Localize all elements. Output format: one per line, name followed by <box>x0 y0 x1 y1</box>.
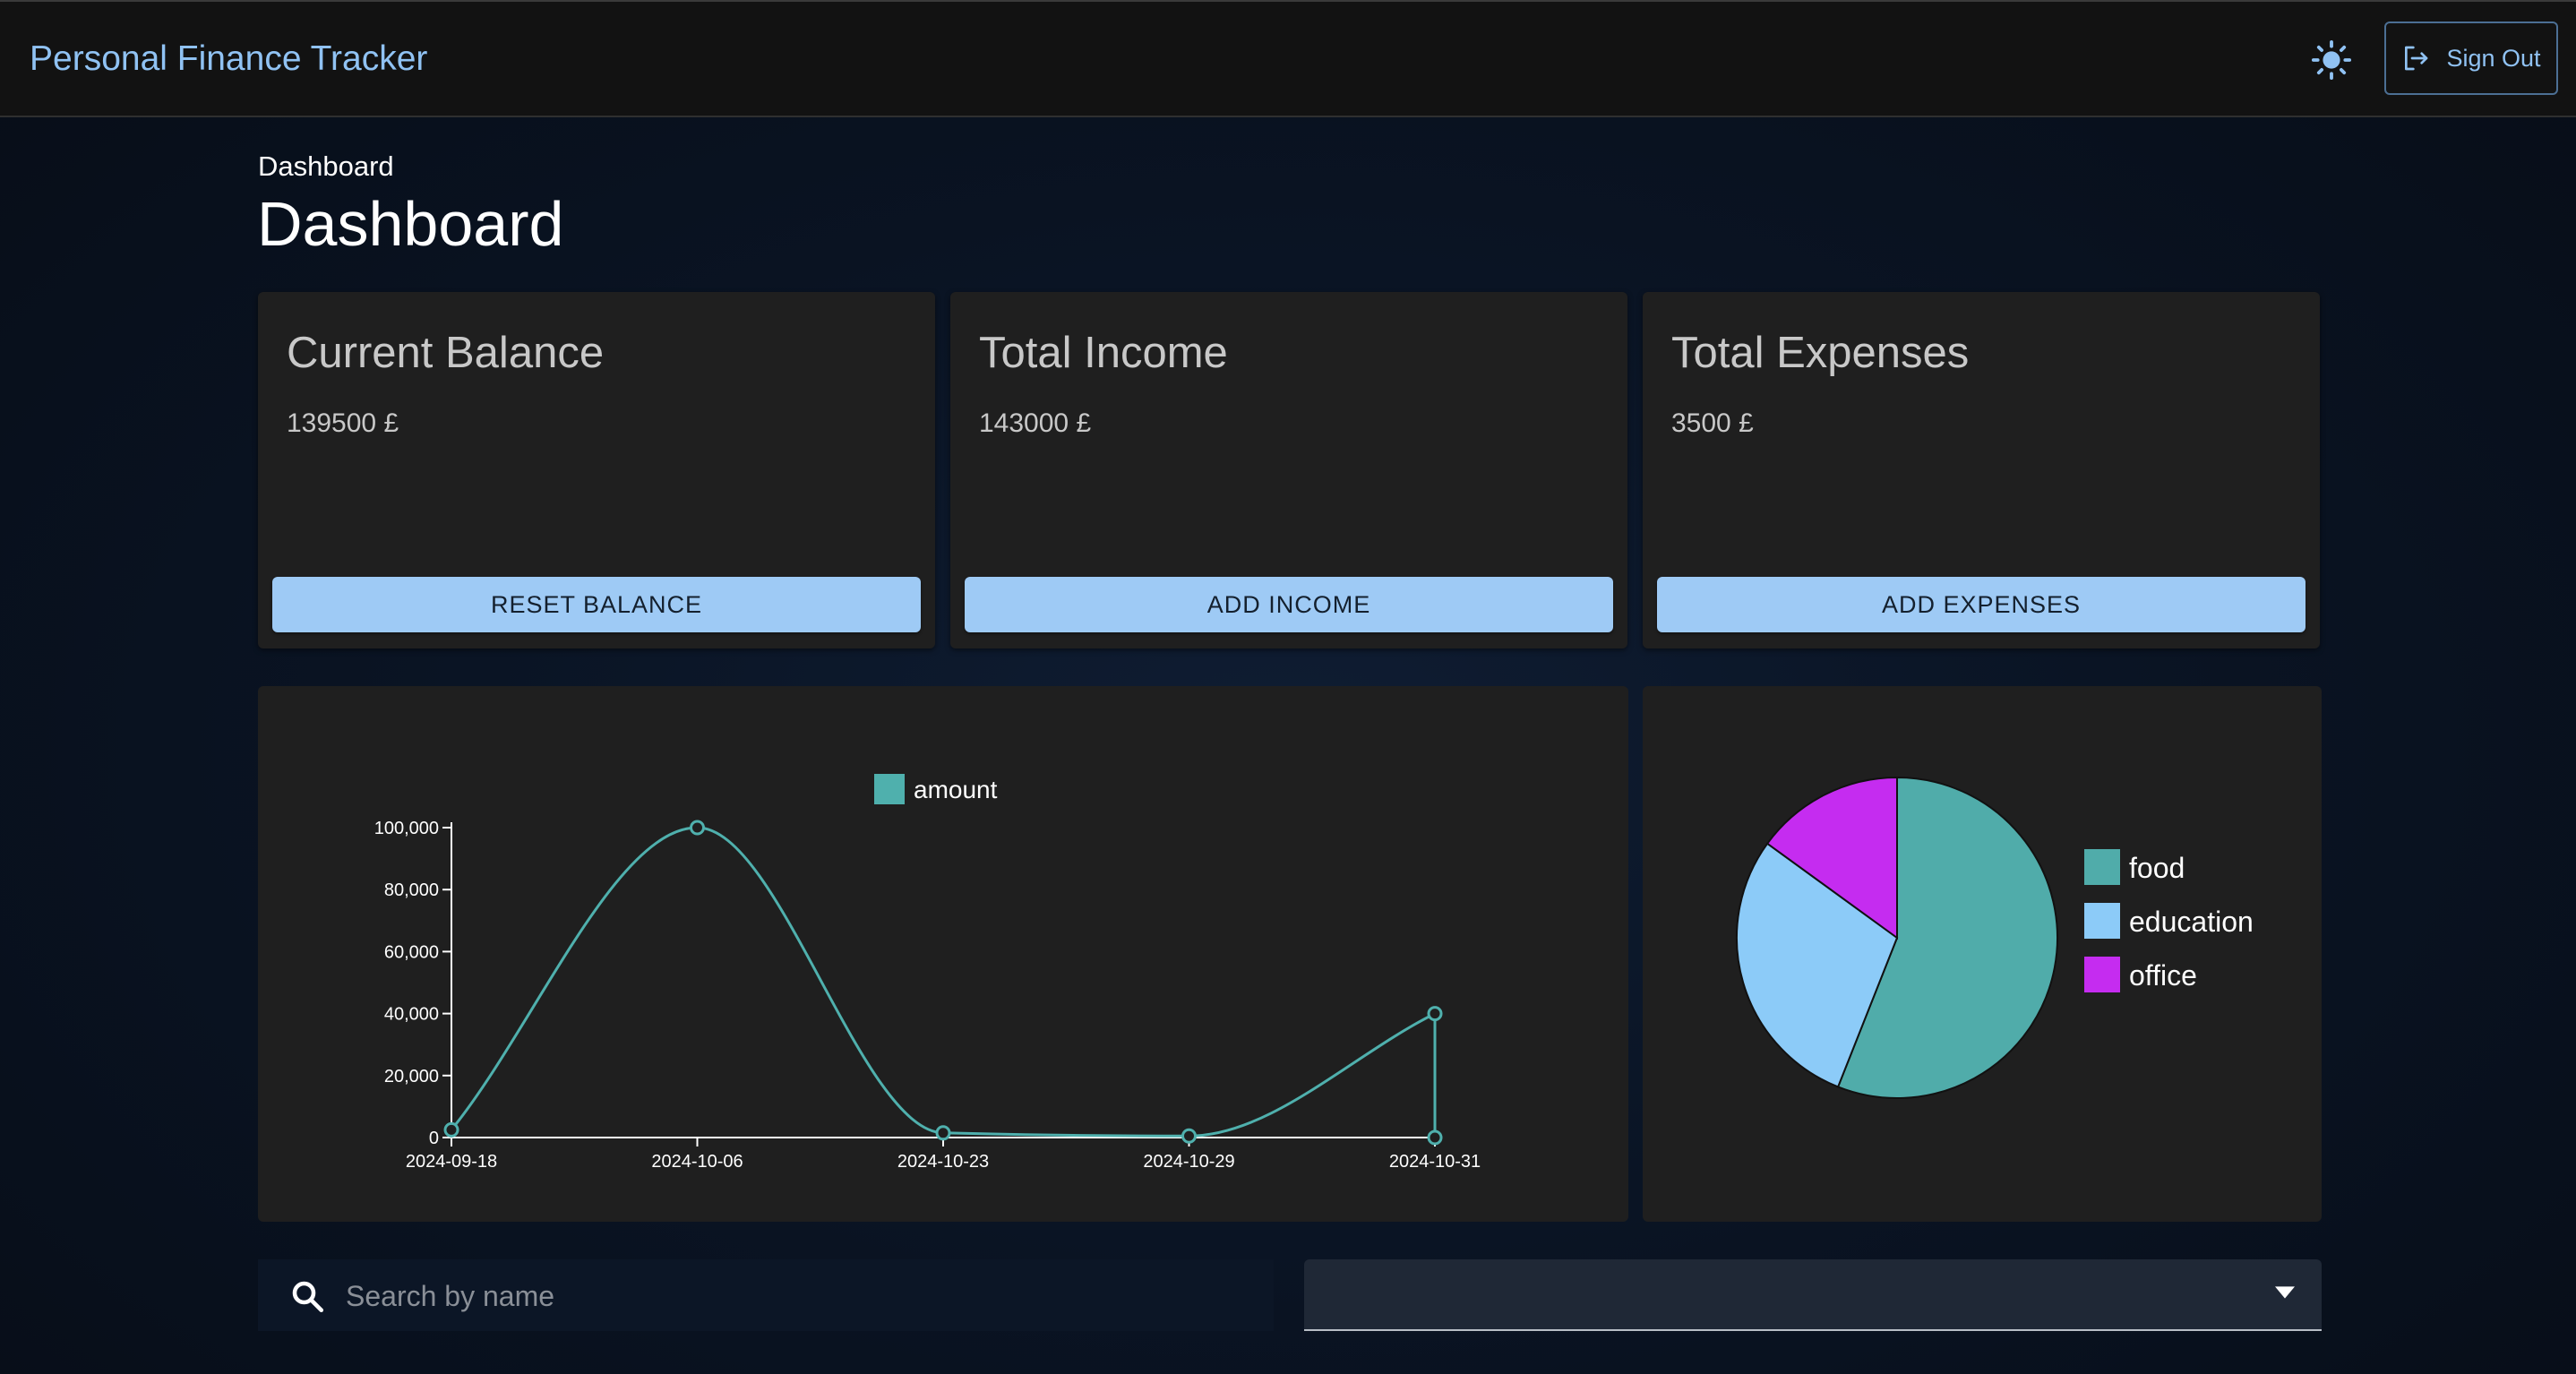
sign-out-label: Sign Out <box>2446 44 2541 72</box>
pie-slice-education <box>1736 842 1899 1088</box>
breadcrumb[interactable]: Dashboard <box>258 150 394 182</box>
pie-chart-panel: food education office <box>1643 686 2322 1222</box>
card-title: Total Expenses <box>1671 329 1970 377</box>
pie-slice-office <box>1765 776 1898 940</box>
card-title: Total Income <box>979 329 1228 377</box>
data-point <box>690 820 705 836</box>
legend-label-education: education <box>2129 906 2254 938</box>
x-tick-label: 2024-10-29 <box>1143 1152 1234 1172</box>
logout-icon <box>2405 46 2428 71</box>
data-point <box>1181 1128 1197 1144</box>
sign-out-button[interactable]: Sign Out <box>2384 21 2558 95</box>
add-income-button[interactable]: ADD INCOME <box>965 577 1613 632</box>
app-title: Personal Finance Tracker <box>30 39 428 78</box>
legend-swatch-office <box>2084 957 2120 992</box>
y-tick-label: 20,000 <box>384 1067 439 1086</box>
app-bar: Personal Finance Tracker Sign Out <box>0 0 2576 117</box>
y-tick-label: 80,000 <box>384 880 439 900</box>
category-select[interactable] <box>1304 1259 2322 1331</box>
card-title: Current Balance <box>287 329 605 377</box>
total-income-card: Total Income 143000 £ ADD INCOME <box>950 292 1627 648</box>
card-value: 143000 £ <box>979 408 1092 438</box>
data-point <box>935 1125 951 1141</box>
total-expenses-card: Total Expenses 3500 £ ADD EXPENSES <box>1643 292 2320 648</box>
current-balance-card: Current Balance 139500 £ RESET BALANCE <box>258 292 935 648</box>
caret-down-icon <box>2275 1286 2295 1299</box>
legend-label-office: office <box>2129 959 2197 992</box>
data-point <box>443 1121 459 1138</box>
y-tick-label: 40,000 <box>384 1005 439 1025</box>
add-expenses-button[interactable]: ADD EXPENSES <box>1657 577 2306 632</box>
legend-swatch <box>874 774 905 804</box>
x-tick-label: 2024-10-31 <box>1389 1152 1481 1172</box>
y-tick-label: 100,000 <box>374 819 439 838</box>
search-icon <box>292 1281 324 1313</box>
data-point <box>1427 1006 1443 1022</box>
line-chart: amount 0 20,000 40,000 60,000 80,000 100,000 20… <box>374 774 1481 1172</box>
legend-label-food: food <box>2129 852 2185 884</box>
legend-label: amount <box>914 776 998 803</box>
legend-swatch-food <box>2084 849 2120 885</box>
x-tick-label: 2024-10-23 <box>897 1152 989 1172</box>
y-tick-label: 60,000 <box>384 942 439 962</box>
search-input[interactable] <box>344 1268 1243 1324</box>
reset-balance-button[interactable]: RESET BALANCE <box>272 577 921 632</box>
y-tick-label: 0 <box>429 1129 439 1148</box>
legend-swatch-education <box>2084 903 2120 939</box>
search-box <box>258 1259 1274 1331</box>
x-tick-label: 2024-10-06 <box>651 1152 743 1172</box>
card-value: 3500 £ <box>1671 408 1754 438</box>
baseline-point <box>1427 1129 1443 1146</box>
pie-slice-food <box>1836 776 2058 1099</box>
sun-icon[interactable] <box>2311 39 2352 81</box>
line-chart-panel: amount 0 20,000 40,000 60,000 80,000 100,000 20… <box>258 686 1628 1222</box>
card-value: 139500 £ <box>287 408 399 438</box>
page-title: Dashboard <box>257 189 564 259</box>
x-tick-label: 2024-09-18 <box>406 1152 497 1172</box>
series-line-amount <box>450 826 1437 1138</box>
pie-chart: food education office <box>1736 776 2254 1099</box>
